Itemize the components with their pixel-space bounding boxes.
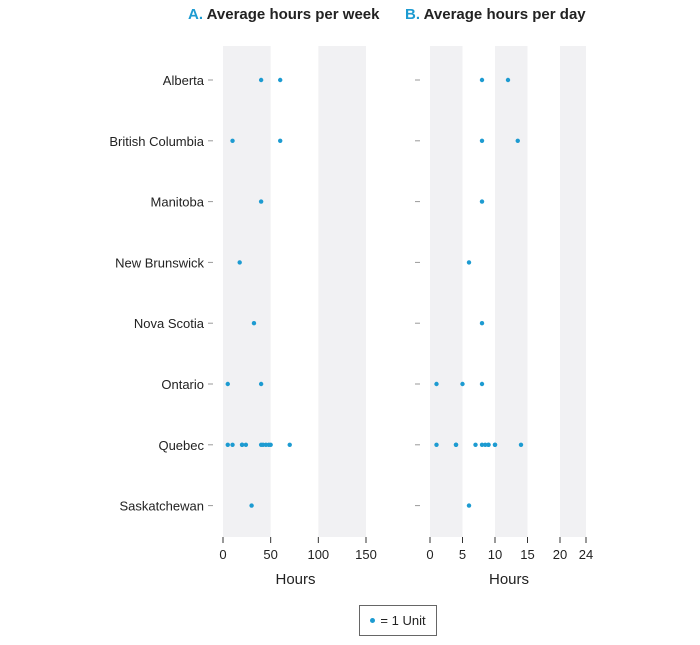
category-label: New Brunswick <box>115 255 204 270</box>
x-axis-title: Hours <box>275 571 315 588</box>
data-point <box>225 381 230 387</box>
x-tick-label: 50 <box>263 547 277 562</box>
panel-b: B. Average hours per day 0 5 10 15 20 24 Hours <box>405 6 593 588</box>
data-point <box>434 381 439 387</box>
data-point <box>466 503 472 508</box>
panel-title-text: Average hours per week <box>207 6 381 23</box>
shaded-band <box>430 46 463 537</box>
legend-label: = 1 Unit <box>380 613 426 628</box>
x-tick-label: 24 <box>579 547 593 562</box>
data-point <box>505 77 511 83</box>
data-point <box>243 442 249 447</box>
data-point <box>479 381 485 387</box>
data-point <box>473 442 478 447</box>
data-point <box>258 199 264 204</box>
panel-a: A. Average hours per week Alberta British … <box>109 6 380 588</box>
x-tick-label: 0 <box>219 547 226 562</box>
x-tick-label: 5 <box>459 547 466 562</box>
legend: = 1 Unit <box>359 605 437 636</box>
data-point <box>251 321 257 326</box>
data-point <box>278 138 283 143</box>
data-point <box>287 442 292 447</box>
panel-letter: A. <box>188 6 207 23</box>
data-point <box>258 381 264 387</box>
category-label: Saskatchewan <box>119 499 204 514</box>
data-point <box>479 199 485 204</box>
x-tick-label: 20 <box>553 547 567 562</box>
data-point <box>230 442 235 447</box>
data-point <box>453 442 459 447</box>
data-point <box>483 442 488 447</box>
data-point <box>479 77 485 83</box>
category-label: Manitoba <box>151 195 205 210</box>
data-point <box>518 442 524 447</box>
data-point <box>268 442 273 447</box>
data-point <box>434 442 439 447</box>
category-label: British Columbia <box>109 134 204 149</box>
data-point <box>249 503 254 508</box>
data-point <box>460 381 465 387</box>
data-point <box>230 138 235 143</box>
data-point <box>486 442 491 447</box>
shaded-band <box>223 46 271 537</box>
legend-dot-icon <box>370 618 376 623</box>
data-point <box>492 442 498 447</box>
x-tick-label: 0 <box>426 547 433 562</box>
shaded-band <box>495 46 528 537</box>
shaded-band <box>318 46 366 537</box>
category-label: Ontario <box>161 377 204 392</box>
data-point <box>515 138 520 143</box>
data-point <box>479 321 485 326</box>
data-point <box>225 442 230 447</box>
panel-title: B. Average hours per day <box>405 6 586 23</box>
data-point <box>237 260 242 265</box>
category-label: Alberta <box>163 73 205 88</box>
x-tick-label: 15 <box>520 547 534 562</box>
category-label: Quebec <box>158 438 204 453</box>
panel-title-text: Average hours per day <box>424 6 587 23</box>
shaded-band <box>560 46 586 537</box>
x-axis-title: Hours <box>489 571 529 588</box>
x-tick-label: 100 <box>307 547 329 562</box>
data-point <box>239 442 245 447</box>
data-point <box>258 77 264 83</box>
data-point <box>479 442 485 447</box>
data-point <box>278 77 283 83</box>
data-point <box>466 260 472 265</box>
panel-title: A. Average hours per week <box>188 6 380 23</box>
x-tick-label: 150 <box>355 547 377 562</box>
category-label: Nova Scotia <box>134 316 205 331</box>
x-tick-label: 10 <box>488 547 502 562</box>
data-point <box>479 138 485 143</box>
panel-letter: B. <box>405 6 424 23</box>
